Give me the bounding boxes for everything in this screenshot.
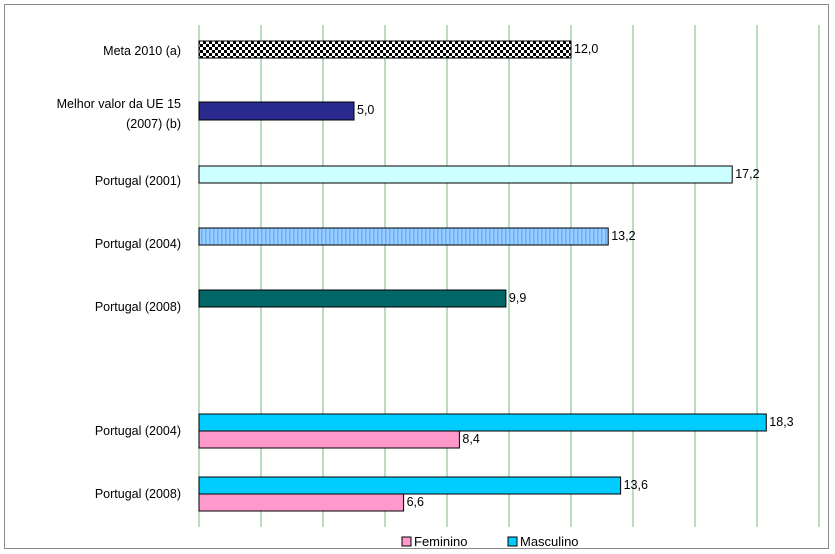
- bar: [198, 289, 507, 308]
- bar-masculino: [198, 476, 622, 495]
- value-label: 17,2: [735, 167, 759, 181]
- category-label: Portugal (2008): [95, 300, 181, 314]
- bars: [198, 40, 767, 512]
- bar: [198, 101, 355, 121]
- bar-masculino: [198, 413, 767, 432]
- value-label: 13,2: [611, 229, 635, 243]
- bar-feminino: [198, 430, 460, 449]
- chart-frame: Meta 2010 (a) Melhor valor da UE 15 (2007)…: [4, 4, 829, 549]
- category-label: Melhor valor da UE 15 (2007) (b): [57, 97, 181, 131]
- bar: [198, 40, 572, 59]
- category-label: Portugal (2001): [95, 174, 181, 188]
- category-label: Portugal (2004): [95, 424, 181, 438]
- legend: Feminino Masculino: [401, 534, 579, 549]
- category-label-line: Melhor valor da UE 15: [57, 97, 181, 111]
- value-label: 9,9: [509, 291, 526, 305]
- category-label: Meta 2010 (a): [103, 44, 181, 58]
- value-label: 12,0: [574, 42, 598, 56]
- legend-label-feminino: Feminino: [414, 534, 467, 549]
- value-label: 18,3: [769, 415, 793, 429]
- grid-lines: [198, 25, 820, 527]
- category-labels: Meta 2010 (a) Melhor valor da UE 15 (2007)…: [57, 44, 181, 501]
- bar-feminino: [198, 493, 405, 512]
- legend-label-masculino: Masculino: [520, 534, 579, 549]
- bar-chart: Meta 2010 (a) Melhor valor da UE 15 (2007)…: [57, 25, 820, 549]
- value-labels: 12,0 5,0 17,2 13,2 9,9 18,3 8,4 13,6 6,6: [357, 42, 794, 509]
- legend-swatch-masculino: [507, 536, 518, 547]
- value-label: 6,6: [407, 495, 424, 509]
- value-label: 8,4: [462, 432, 479, 446]
- bar: [198, 227, 609, 246]
- value-label: 5,0: [357, 103, 374, 117]
- legend-swatch-feminino: [401, 536, 412, 547]
- bar: [198, 165, 733, 184]
- category-label: Portugal (2004): [95, 237, 181, 251]
- value-label: 13,6: [624, 478, 648, 492]
- category-label: Portugal (2008): [95, 487, 181, 501]
- category-label-line: (2007) (b): [126, 117, 181, 131]
